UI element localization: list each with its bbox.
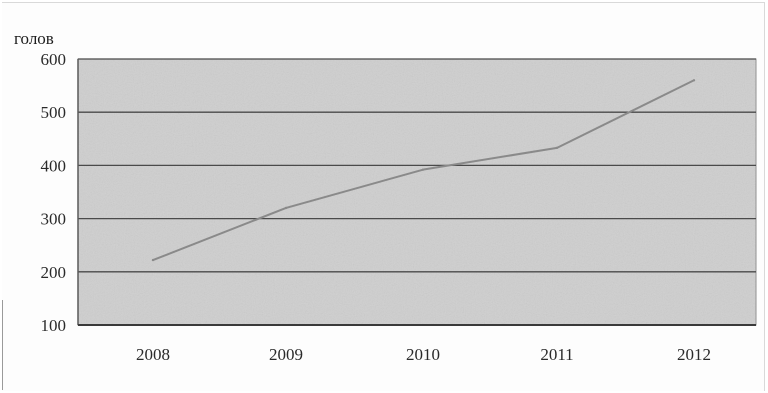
y-tick-label: 500 xyxy=(41,103,67,122)
series-group xyxy=(151,79,696,262)
data-point xyxy=(151,258,155,262)
x-tick-label: 2010 xyxy=(406,345,440,364)
data-point xyxy=(555,146,559,150)
y-tick-label: 200 xyxy=(41,263,67,282)
plot-area-texture xyxy=(78,59,756,325)
x-tick-label: 2008 xyxy=(136,345,170,364)
data-point xyxy=(284,206,288,210)
data-point xyxy=(421,168,425,171)
data-point xyxy=(692,79,696,82)
x-tick-label: 2009 xyxy=(269,345,303,364)
y-tick-label: 300 xyxy=(41,210,67,229)
x-tick-label: 2011 xyxy=(540,345,573,364)
y-tick-label: 100 xyxy=(41,316,67,335)
y-tick-label: 400 xyxy=(41,156,67,175)
y-tick-labels: 100 200 300 400 500 600 xyxy=(41,50,67,335)
x-tick-label: 2012 xyxy=(677,345,711,364)
y-axis-unit-label: голов xyxy=(14,29,54,48)
x-tick-labels: 2008 2009 2010 2011 2012 xyxy=(136,345,711,364)
y-tick-label: 600 xyxy=(41,50,67,69)
gridlines xyxy=(78,58,756,273)
frame-left-edge xyxy=(2,300,3,390)
